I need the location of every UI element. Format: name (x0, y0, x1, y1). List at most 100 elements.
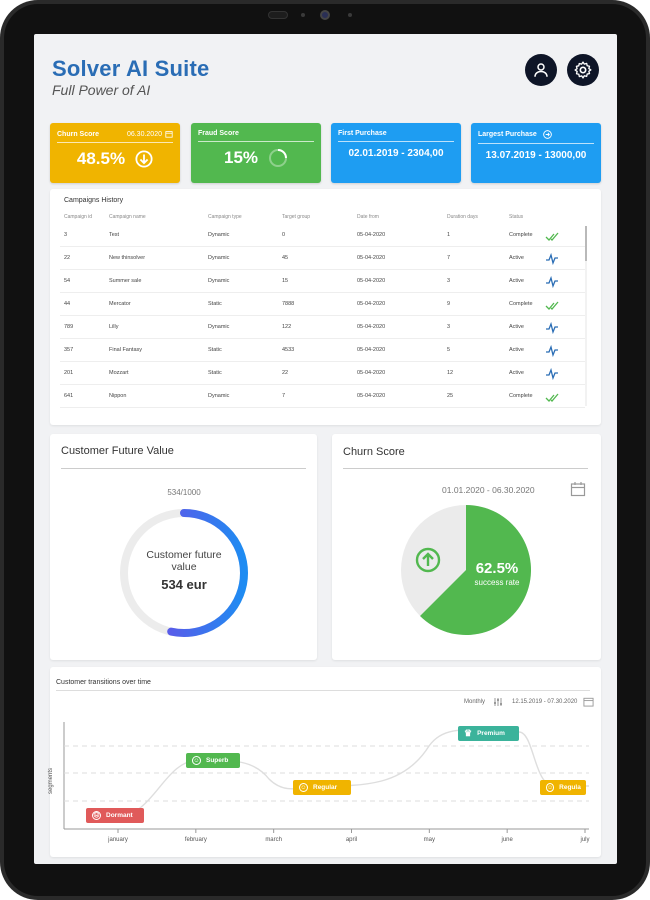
sad-face-icon: ☹ (92, 811, 101, 820)
segment-badge-superb[interactable]: ☺ Superb (186, 753, 240, 768)
table-scrollbar[interactable] (585, 226, 587, 406)
granularity-select[interactable]: Monthly (464, 699, 486, 705)
table-row[interactable]: 789 Lilly Dynamic 122 05-04-2020 3 Active (60, 316, 585, 339)
segment-badge-regular[interactable]: ☺ Regular (293, 780, 351, 795)
x-tick-label: april (345, 837, 358, 843)
table-row[interactable]: 641 Nippon Dynamic 7 05-04-2020 25 Complete (60, 385, 585, 408)
cell-duration: 3 (447, 324, 451, 330)
double-check-icon (545, 393, 559, 402)
cell-name: Summer sale (109, 278, 142, 284)
kpi-value: 15% (223, 148, 259, 167)
segment-badge-dormant[interactable]: ☹ Dormant (86, 808, 144, 823)
kpi-label: Largest Purchase (478, 131, 537, 138)
cell-status: Active (509, 255, 524, 261)
churn-value: 62.5% (475, 560, 519, 577)
cell-target: 7 (282, 393, 286, 399)
arrow-right-circle-icon[interactable] (542, 130, 552, 139)
filter-sliders-icon[interactable] (493, 697, 503, 707)
cell-name: Mozzart (109, 370, 129, 376)
x-tick-label: february (184, 837, 207, 843)
cell-date: 05-04-2020 (357, 324, 386, 330)
settings-button[interactable] (567, 54, 599, 86)
x-tick-label: january (108, 837, 128, 843)
user-button[interactable] (525, 54, 557, 86)
divider (343, 468, 588, 469)
app-title: Solver AI Suite (52, 56, 210, 81)
segment-badge-regular-partial[interactable]: ☺ Regula (540, 780, 586, 795)
transitions-chart (63, 722, 589, 833)
future-value-card (50, 434, 317, 660)
sensor-dot-icon (348, 13, 352, 17)
cell-status: Active (509, 347, 524, 353)
sensor-dot-icon (301, 13, 305, 17)
cell-date: 05-04-2020 (357, 278, 386, 284)
badge-label: Superb (206, 757, 229, 764)
cell-id: 201 (64, 370, 74, 376)
cell-type: Static (208, 301, 222, 307)
table-row[interactable]: 357 Final Fantasy Static 4533 05-04-2020 5 Act… (60, 339, 585, 362)
cell-name: Mercator (109, 301, 131, 307)
activity-pulse-icon (546, 276, 558, 288)
cell-status: Active (509, 278, 524, 284)
sensor-icon (268, 11, 288, 19)
future-value-title: Customer Future Value (61, 445, 174, 457)
kpi-value: 13.07.2019 - 13000,00 (485, 150, 587, 161)
cell-date: 05-04-2020 (357, 347, 386, 353)
cell-duration: 1 (447, 232, 451, 238)
kpi-value: 48.5% (76, 149, 126, 168)
calendar-icon[interactable] (165, 130, 173, 138)
x-tick-label: may (423, 837, 435, 843)
kpi-date: 06.30.2020 (126, 130, 162, 138)
kpi-fraud-score[interactable]: Fraud Score 15% (191, 123, 321, 183)
cell-duration: 3 (447, 278, 451, 284)
badge-label: Regular (313, 784, 338, 791)
table-row[interactable]: 54 Summer sale Dynamic 15 05-04-2020 3 Active (60, 270, 585, 293)
transitions-date-range: 12.15.2019 - 07.30.2020 (512, 699, 578, 705)
gear-icon (574, 61, 592, 79)
cell-date: 05-04-2020 (357, 393, 386, 399)
badge-label: Regula (559, 784, 581, 791)
divider (56, 690, 590, 691)
cell-status: Complete (509, 232, 533, 238)
cell-target: 45 (282, 255, 289, 261)
table-row[interactable]: 44 Mercator Static 7888 05-04-2020 9 Complete (60, 293, 585, 316)
future-value-gauge (120, 509, 248, 637)
table-scrollbar-thumb[interactable] (585, 226, 587, 261)
calendar-icon[interactable] (570, 481, 586, 497)
x-tick-label: march (265, 837, 282, 843)
future-value-ratio: 534/1000 (167, 488, 201, 497)
cell-status: Complete (509, 393, 533, 399)
cell-date: 05-04-2020 (357, 301, 386, 307)
badge-label: Premium (477, 730, 505, 737)
kpi-largest-purchase[interactable]: Largest Purchase 13.07.2019 - 13000,00 (471, 123, 601, 183)
segment-badge-premium[interactable]: ♛ Premium (458, 726, 519, 741)
cell-name: Final Fantasy (109, 347, 143, 353)
activity-pulse-icon (546, 322, 558, 334)
calendar-icon[interactable] (583, 696, 594, 707)
cell-target: 22 (282, 370, 289, 376)
transitions-card (50, 667, 601, 857)
table-row[interactable]: 3 Test Dynamic 0 05-04-2020 1 Complete (60, 224, 585, 247)
cell-type: Dynamic (208, 278, 230, 284)
column-header: Campaign id (64, 214, 93, 220)
cell-id: 22 (64, 255, 71, 261)
cell-name: Lilly (109, 324, 119, 330)
kpi-churn-score[interactable]: Churn Score 06.30.2020 48.5% (50, 123, 180, 183)
cell-duration: 25 (447, 393, 454, 399)
campaigns-title: Campaigns History (64, 197, 124, 204)
cell-status: Active (509, 324, 524, 330)
cell-duration: 12 (447, 370, 454, 376)
column-header: Date from (357, 214, 379, 220)
smile-icon: ☺ (192, 756, 201, 765)
table-row[interactable]: 22 New thinsolver Dynamic 45 05-04-2020 7 Acti… (60, 247, 585, 270)
kpi-first-purchase[interactable]: First Purchase 02.01.2019 - 2304,00 (331, 123, 461, 183)
activity-pulse-icon (546, 253, 558, 265)
x-tick-label: july (580, 837, 590, 843)
cell-status: Complete (509, 301, 533, 307)
cell-duration: 5 (447, 347, 451, 353)
table-row[interactable]: 201 Mozzart Static 22 05-04-2020 12 Active (60, 362, 585, 385)
smile-icon: ☺ (546, 783, 555, 792)
column-header: Campaign type (208, 214, 242, 220)
cell-target: 4533 (282, 347, 295, 353)
